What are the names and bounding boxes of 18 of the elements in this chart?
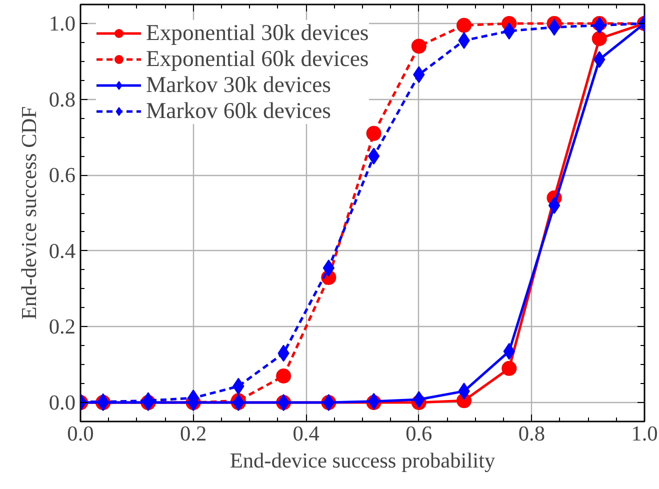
x-tick-label: 0.0 — [67, 422, 94, 446]
x-tick-label: 0.4 — [292, 422, 320, 446]
legend-label: Markov 60k devices — [146, 98, 331, 124]
y-tick-label: 0.8 — [48, 87, 76, 112]
x-tick-label: 0.2 — [180, 422, 207, 446]
legend-label: Exponential 30k devices — [146, 20, 369, 46]
x-axis-title: End-device success probability — [230, 448, 496, 472]
y-tick-label: 0.4 — [48, 238, 76, 263]
y-tick-label: 1.0 — [48, 11, 76, 36]
x-tick-label: 0.8 — [518, 422, 546, 446]
legend-label: Markov 30k devices — [146, 72, 331, 98]
x-tick-label: 1.0 — [631, 422, 658, 446]
y-axis-title: End-device success CDF — [16, 106, 41, 320]
y-tick-label: 0.0 — [48, 390, 76, 415]
y-tick-label: 0.6 — [48, 163, 76, 188]
legend-label: Exponential 60k devices — [146, 46, 369, 72]
x-tick-label: 0.6 — [406, 422, 433, 446]
y-tick-label: 0.2 — [48, 314, 76, 339]
